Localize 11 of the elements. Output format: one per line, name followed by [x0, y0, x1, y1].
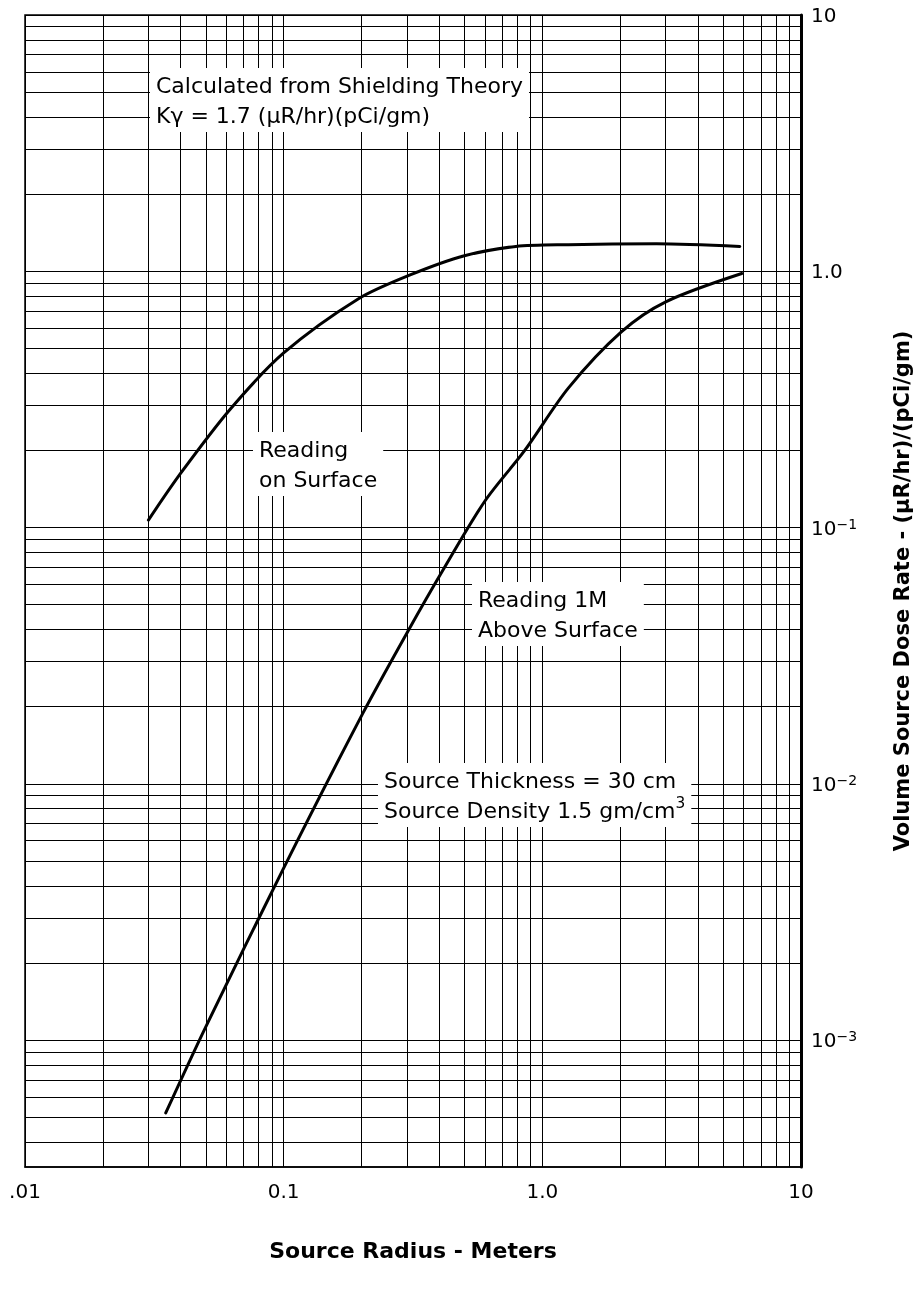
y-axis-title: Volume Source Dose Rate - (μR/hr)/(pCi/gm): [889, 330, 914, 852]
y-tick-label: 1.0: [811, 259, 843, 284]
series-label: Reading 1M Above Surface: [478, 586, 638, 642]
x-tick-label: 0.1: [267, 1179, 300, 1203]
x-axis-title: Source Radius - Meters: [269, 1237, 557, 1263]
annotation: Calculated from Shielding Theory Kγ = 1.7 (μR/hr)(pCi/gm): [156, 72, 523, 128]
series-label: Reading on Surface: [259, 436, 378, 492]
x-tick-label: .01: [9, 1179, 41, 1203]
y-tick-label: 10: [811, 3, 837, 27]
x-tick-label: 1.0: [526, 1179, 559, 1203]
x-tick-label: 10: [788, 1179, 814, 1203]
